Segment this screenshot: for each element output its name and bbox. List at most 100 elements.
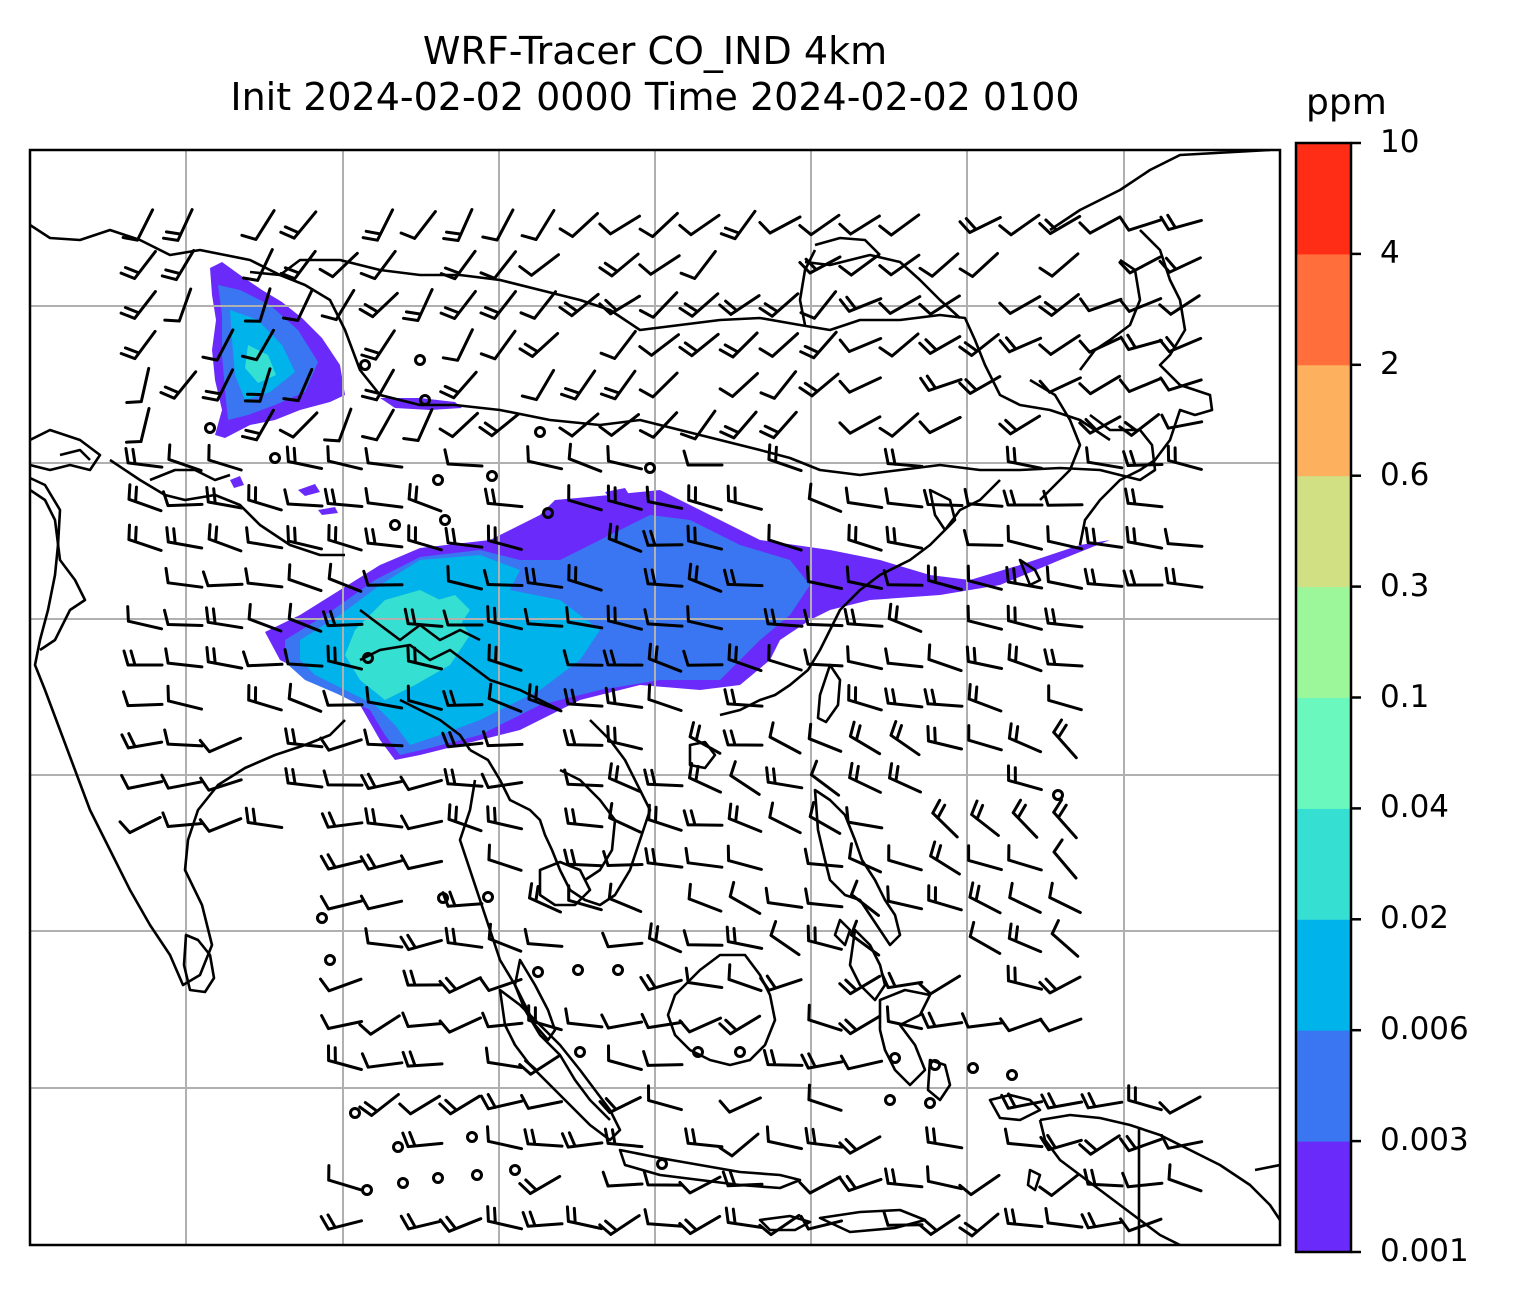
wind-barb: [727, 802, 763, 833]
wind-barb: [643, 608, 684, 628]
wind-barb: [598, 294, 641, 316]
wind-barb: [1118, 413, 1160, 437]
wind-barb: [407, 524, 443, 552]
calm-marker: [889, 1052, 901, 1064]
wind-barb: [687, 882, 723, 913]
wind-barb: [968, 881, 1002, 915]
wind-barb: [359, 249, 397, 281]
wind-barb: [205, 646, 244, 670]
wind-barb: [647, 803, 683, 832]
wind-barb: [958, 1212, 1000, 1238]
colorbar-tick-label: 0.04: [1380, 789, 1450, 826]
wind-barb: [926, 564, 963, 591]
wind-barb: [486, 524, 523, 551]
wind-barb: [527, 683, 563, 713]
wind-barb: [526, 445, 564, 471]
colorbar-segment: [1296, 697, 1351, 809]
wind-barb: [127, 483, 163, 513]
wind-barb: [358, 1093, 400, 1117]
wind-barb: [647, 642, 683, 673]
calm-marker: [359, 359, 371, 371]
wind-barb: [606, 445, 643, 471]
wind-barb: [1124, 487, 1164, 509]
wind-barb: [327, 523, 363, 552]
wind-barb: [240, 328, 275, 362]
wind-barb: [1006, 524, 1043, 551]
wind-barb: [926, 1165, 964, 1191]
wind-barb: [1038, 975, 1082, 995]
calm-marker: [692, 1046, 704, 1058]
wind-barb: [1119, 216, 1163, 232]
calm-marker: [349, 1107, 361, 1119]
calm-marker: [324, 954, 336, 966]
wind-barb: [1002, 489, 1044, 507]
wind-barb: [998, 414, 1041, 436]
wind-barb: [478, 412, 520, 438]
wind-barb: [1038, 214, 1082, 236]
wind-barb: [719, 410, 758, 440]
wind-barb: [807, 1003, 843, 1032]
wind-barb: [678, 213, 721, 237]
wind-barb: [606, 604, 643, 631]
calm-marker: [361, 1184, 373, 1196]
wind-barb: [523, 1128, 564, 1148]
wind-barb: [602, 850, 644, 867]
wind-barb: [839, 1054, 884, 1071]
wind-barb: [887, 844, 923, 872]
wind-barb: [1052, 798, 1078, 840]
colorbar-segment: [1296, 1141, 1351, 1253]
wind-barb: [438, 976, 482, 994]
wind-barb: [1045, 565, 1084, 590]
wind-barb: [807, 722, 843, 753]
wind-barb: [443, 768, 484, 788]
wind-barb: [518, 1054, 561, 1076]
wind-barb: [918, 335, 962, 355]
wind-barb: [647, 683, 683, 712]
wind-barb: [1083, 1168, 1124, 1188]
wind-barb: [838, 295, 883, 313]
wind-barb: [679, 250, 717, 280]
wind-barb: [326, 445, 363, 471]
colorbar-segment: [1296, 1030, 1351, 1142]
wind-barb: [806, 924, 843, 951]
wind-barb: [887, 602, 923, 633]
wind-barb: [1038, 376, 1082, 394]
wind-barb: [560, 1131, 604, 1149]
wind-barb: [160, 248, 196, 282]
wind-barb: [647, 1084, 683, 1112]
wind-barb: [882, 569, 924, 587]
wind-barb: [205, 606, 244, 630]
wind-barb: [1078, 336, 1122, 354]
colorbar-unit-label: ppm: [1306, 82, 1387, 123]
wind-barb: [201, 368, 235, 402]
wind-barb: [166, 684, 203, 711]
wind-barb: [849, 919, 881, 957]
wind-barb: [606, 484, 643, 511]
wind-barb: [803, 608, 844, 628]
wind-barb: [1160, 1133, 1204, 1150]
wind-barb: [399, 933, 443, 952]
wind-barb: [565, 606, 604, 630]
calm-marker: [204, 422, 216, 434]
wind-barb: [639, 973, 683, 992]
wind-barb: [558, 412, 600, 438]
wind-barb: [598, 252, 640, 278]
colorbar-segment: [1296, 143, 1351, 255]
wind-barb: [883, 447, 924, 468]
calm-marker: [612, 964, 624, 976]
wind-barb: [607, 882, 643, 913]
calm-marker: [389, 519, 401, 531]
wind-barb: [479, 250, 517, 280]
wind-barb: [1127, 1084, 1163, 1112]
wind-barb: [1038, 1017, 1083, 1033]
wind-barb: [888, 762, 922, 794]
map-frame: [28, 148, 1282, 1247]
plume-fragment: [298, 484, 320, 496]
wind-barb: [1119, 1217, 1163, 1233]
wind-barb: [279, 210, 318, 240]
wind-barb: [1003, 1127, 1044, 1149]
wind-barb: [1007, 844, 1043, 872]
wind-barb: [479, 1093, 524, 1111]
wind-barb: [729, 760, 761, 796]
wind-barb: [163, 608, 204, 627]
